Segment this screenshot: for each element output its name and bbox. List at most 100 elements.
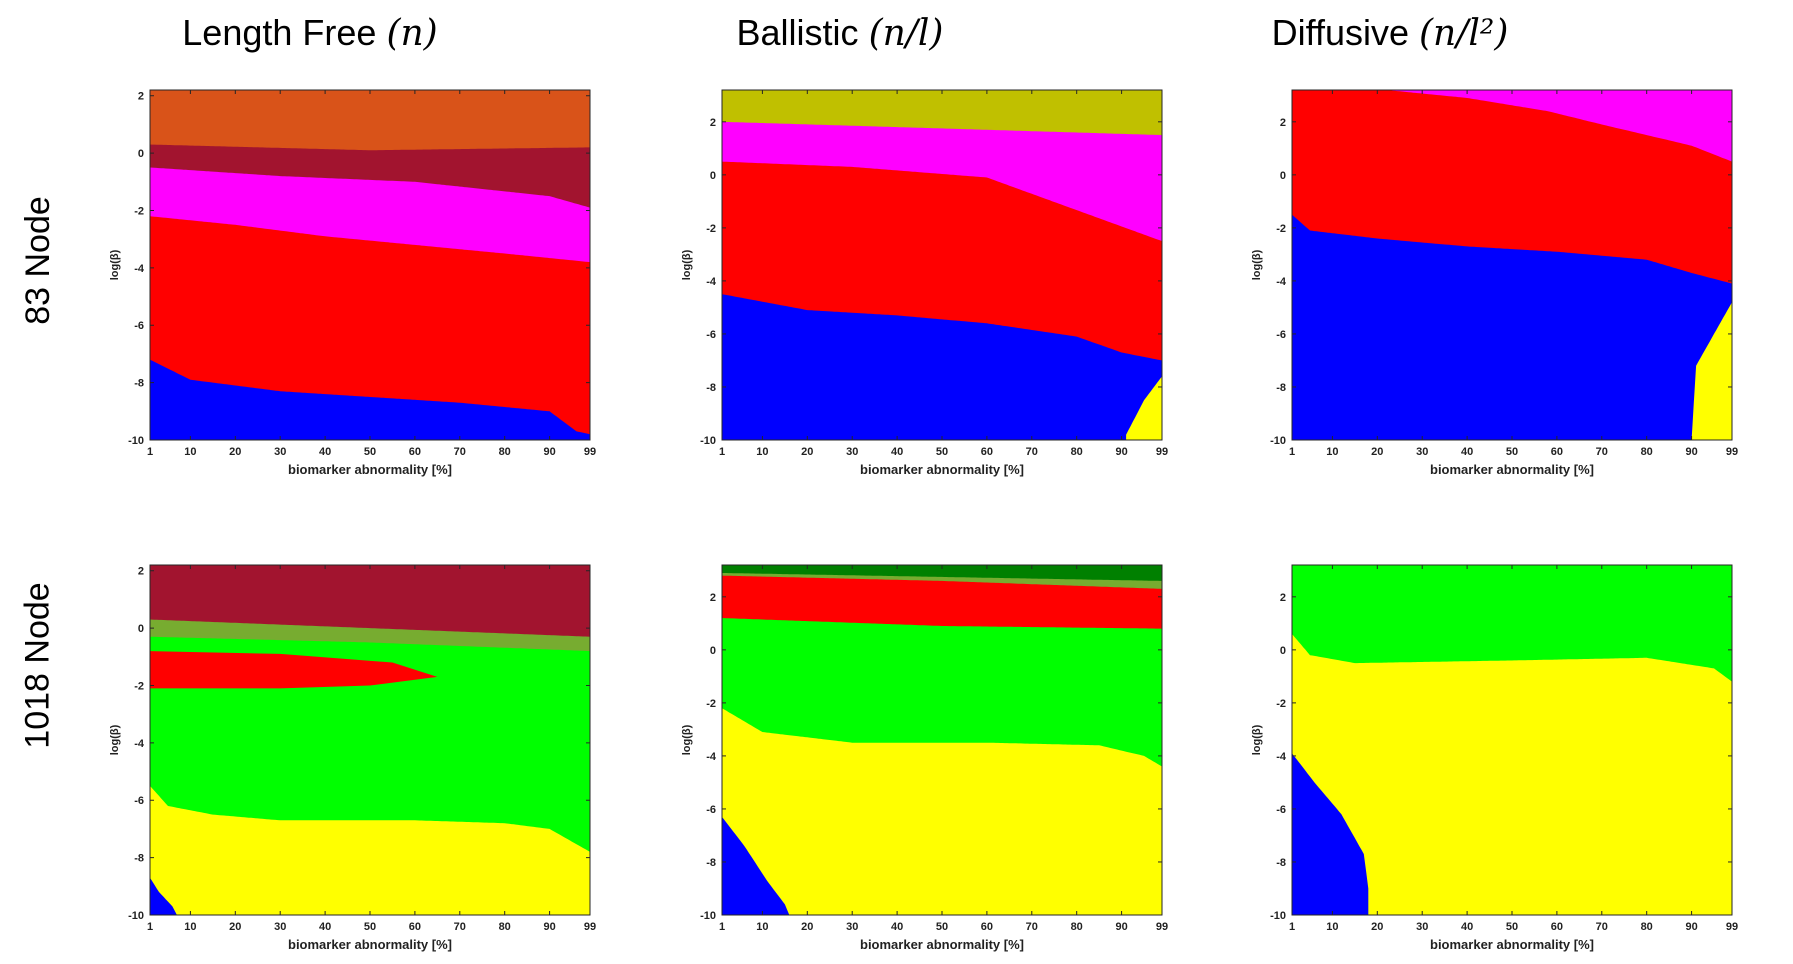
x-tick-label: 10	[1326, 446, 1338, 458]
x-tick-label: 40	[1461, 921, 1473, 933]
x-tick-label: 20	[229, 446, 241, 458]
y-tick-label: 2	[710, 592, 716, 604]
y-tick-label: -6	[706, 329, 716, 341]
region-yellow	[150, 785, 590, 915]
y-tick-label: -6	[1276, 329, 1286, 341]
region-blue	[722, 294, 1162, 440]
region-yellow	[722, 708, 1162, 915]
x-tick-label: 99	[1726, 921, 1738, 933]
x-tick-label: 30	[846, 921, 858, 933]
y-tick-label: -8	[1276, 857, 1286, 869]
x-tick-label: 10	[756, 446, 768, 458]
y-tick-label: -8	[1276, 382, 1286, 394]
y-tick-label: -10	[128, 910, 144, 922]
x-tick-label: 30	[1416, 446, 1428, 458]
x-tick-label: 10	[756, 921, 768, 933]
y-axis-label: log(β)	[681, 724, 693, 755]
region-yellow	[1292, 633, 1732, 915]
x-tick-label: 50	[364, 446, 376, 458]
y-tick-label: -2	[134, 680, 144, 692]
heatmap-panel: 1 10 20 30 40 50 60 70 80 90 99 -10 -8 -6 -4 -2 0 2 biomar…	[109, 564, 596, 952]
x-tick-label: 80	[1641, 446, 1653, 458]
x-tick-label: 70	[1596, 921, 1608, 933]
y-tick-label: 0	[1280, 170, 1286, 182]
y-tick-label: -2	[706, 223, 716, 235]
x-tick-label: 30	[846, 446, 858, 458]
y-tick-label: -8	[134, 378, 144, 390]
x-tick-label: 20	[1371, 446, 1383, 458]
x-tick-label: 20	[801, 921, 813, 933]
y-tick-label: -4	[706, 276, 717, 288]
x-tick-label: 40	[891, 446, 903, 458]
x-tick-label: 40	[319, 446, 331, 458]
x-axis-label: biomarker abnormality [%]	[288, 462, 452, 477]
x-tick-label: 80	[1071, 921, 1083, 933]
x-tick-label: 10	[184, 921, 196, 933]
region-blue	[1292, 753, 1369, 915]
x-tick-label: 10	[184, 446, 196, 458]
region-blue	[150, 359, 590, 440]
x-tick-label: 40	[1461, 446, 1473, 458]
region-yellow	[1691, 302, 1732, 440]
x-tick-label: 90	[1685, 446, 1697, 458]
region-yellow	[1126, 376, 1162, 440]
x-tick-label: 50	[1506, 446, 1518, 458]
x-tick-label: 1	[1289, 921, 1295, 933]
y-tick-label: -6	[134, 795, 144, 807]
x-tick-label: 40	[891, 921, 903, 933]
x-tick-label: 60	[1551, 921, 1563, 933]
y-tick-label: -4	[1276, 276, 1287, 288]
x-tick-label: 30	[274, 921, 286, 933]
x-tick-label: 20	[229, 921, 241, 933]
x-axis-label: biomarker abnormality [%]	[288, 937, 452, 952]
y-tick-label: -2	[706, 698, 716, 710]
x-tick-label: 70	[454, 446, 466, 458]
x-tick-label: 70	[1026, 446, 1038, 458]
x-tick-label: 50	[1506, 921, 1518, 933]
x-tick-label: 99	[584, 921, 596, 933]
x-tick-label: 90	[1115, 921, 1127, 933]
x-tick-label: 90	[543, 921, 555, 933]
x-tick-label: 60	[409, 921, 421, 933]
y-tick-label: -2	[1276, 223, 1286, 235]
row-label-1018-node: 1018 Node	[18, 581, 57, 749]
row-label-83-node: 83 Node	[18, 195, 57, 325]
x-tick-label: 80	[1071, 446, 1083, 458]
y-tick-label: -10	[700, 910, 716, 922]
x-axis-label: biomarker abnormality [%]	[860, 937, 1024, 952]
x-tick-label: 10	[1326, 921, 1338, 933]
region-blue	[1292, 214, 1732, 440]
x-tick-label: 20	[801, 446, 813, 458]
y-tick-label: 0	[138, 623, 144, 635]
y-tick-label: -10	[1270, 910, 1286, 922]
x-tick-label: 80	[499, 921, 511, 933]
x-tick-label: 50	[364, 921, 376, 933]
y-tick-label: 2	[1280, 117, 1286, 129]
x-tick-label: 1	[719, 446, 725, 458]
y-tick-label: -4	[134, 263, 145, 275]
x-tick-label: 30	[1416, 921, 1428, 933]
x-tick-label: 1	[147, 921, 153, 933]
x-tick-label: 99	[1726, 446, 1738, 458]
x-tick-label: 1	[1289, 446, 1295, 458]
heatmap-panel: 1 10 20 30 40 50 60 70 80 90 99 -10 -8 -6 -4 -2 0 2 biomar…	[1251, 564, 1738, 952]
x-tick-label: 60	[409, 446, 421, 458]
y-tick-label: -4	[134, 738, 145, 750]
y-tick-label: -4	[706, 751, 717, 763]
column-title-ballistic: Ballistic (n/l)	[736, 12, 944, 54]
y-tick-label: 0	[710, 645, 716, 657]
column-title-length-free: Length Free (n)	[182, 12, 438, 54]
y-tick-label: 2	[138, 566, 144, 578]
x-tick-label: 90	[543, 446, 555, 458]
x-axis-label: biomarker abnormality [%]	[860, 462, 1024, 477]
heatmap-panel: 1 10 20 30 40 50 60 70 80 90 99 -10 -8 -6 -4 -2 0 2 biomar…	[681, 564, 1168, 952]
y-tick-label: -10	[128, 435, 144, 447]
y-tick-label: -2	[1276, 698, 1286, 710]
region-blue	[150, 877, 177, 915]
y-tick-label: 2	[138, 91, 144, 103]
x-tick-label: 60	[981, 446, 993, 458]
y-axis-label: log(β)	[109, 249, 121, 280]
x-tick-label: 80	[1641, 921, 1653, 933]
y-tick-label: -4	[1276, 751, 1287, 763]
x-tick-label: 70	[454, 921, 466, 933]
